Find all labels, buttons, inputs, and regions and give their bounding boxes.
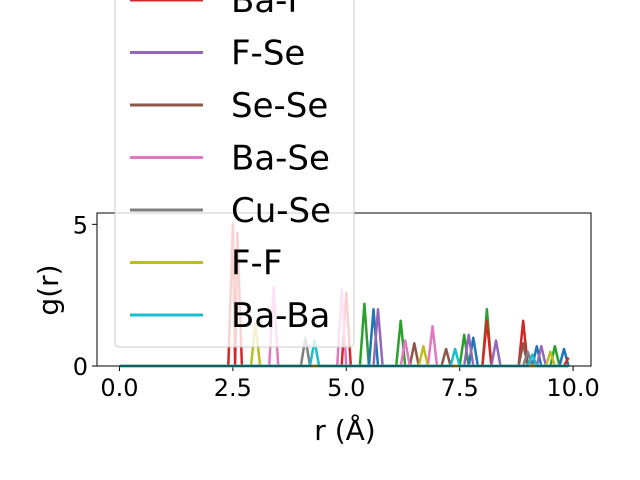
legend-label: Ba-F [231,0,307,21]
series-line [119,339,569,368]
x-axis-label: r (Å) [314,413,375,447]
x-tick-label: 7.5 [441,374,479,402]
y-axis-label: g(r) [32,264,65,315]
y-tick-label: 0 [73,353,88,381]
legend-label: Se-Se [231,86,328,126]
legend-label: Cu-Se [231,191,331,231]
legend-label: Ba-Se [231,139,330,179]
legend-box [114,0,355,348]
x-tick-label: 2.5 [214,374,252,402]
series-line [119,342,569,368]
legend: Ba-F F-Se Se-Se Ba-Se Cu-Se F-F Ba-Ba [114,0,355,348]
legend-label: F-F [231,244,282,284]
legend-label: Ba-Ba [231,296,330,336]
legend-label: F-Se [231,34,305,74]
y-tick-label: 5 [73,211,88,239]
x-tick-label: 10.0 [546,374,599,402]
x-tick-label: 5.0 [327,374,365,402]
x-tick-label: 0.0 [100,374,138,402]
